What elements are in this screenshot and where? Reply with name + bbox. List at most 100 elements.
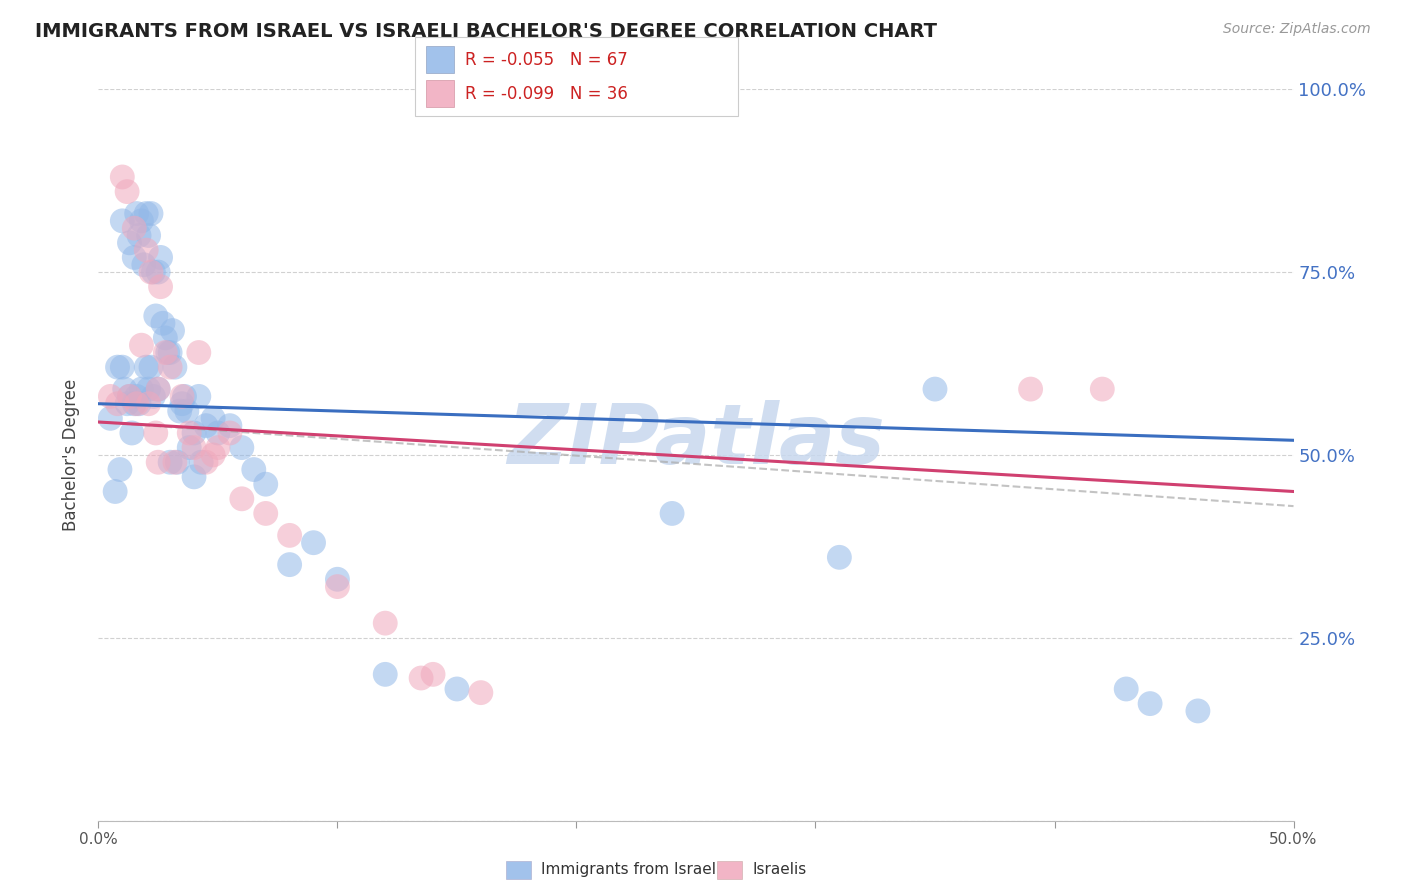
Point [148, 265, 170, 279]
Point [207, 441, 229, 455]
Point [828, 550, 851, 565]
Point [108, 462, 131, 476]
Point [124, 397, 146, 411]
Point [187, 389, 209, 403]
Point [202, 411, 225, 425]
Point [173, 389, 195, 403]
Point [138, 382, 160, 396]
Point [254, 507, 277, 521]
Point [124, 251, 146, 265]
Point [172, 397, 194, 411]
Point [1139, 697, 1161, 711]
Point [1187, 704, 1209, 718]
Point [924, 382, 946, 396]
Point [278, 528, 301, 542]
Text: Source: ZipAtlas.com: Source: ZipAtlas.com [1223, 22, 1371, 37]
Point [159, 360, 181, 375]
Point [326, 580, 349, 594]
Point [121, 425, 143, 440]
Point [219, 425, 242, 440]
Point [131, 338, 153, 352]
Point [243, 462, 266, 476]
Point [159, 455, 181, 469]
Point [194, 455, 218, 469]
Point [125, 206, 148, 220]
Point [219, 418, 242, 433]
Point [148, 455, 170, 469]
Point [179, 425, 201, 440]
Point [162, 324, 184, 338]
Point [139, 206, 162, 220]
Point [179, 441, 201, 455]
Point [202, 448, 225, 462]
Point [374, 667, 396, 681]
Point [139, 265, 162, 279]
Point [148, 382, 170, 396]
Point [111, 169, 134, 184]
Point [169, 404, 191, 418]
Point [145, 425, 167, 440]
Point [163, 455, 186, 469]
Point [155, 331, 177, 345]
Point [135, 243, 157, 257]
Point [194, 418, 218, 433]
Point [231, 441, 253, 455]
Point [107, 397, 129, 411]
Point [104, 484, 127, 499]
Point [207, 425, 229, 440]
Point [254, 477, 277, 491]
Point [149, 279, 172, 293]
Point [138, 228, 160, 243]
Point [183, 425, 205, 440]
Point [302, 535, 325, 549]
Point [172, 389, 194, 403]
Point [155, 345, 177, 359]
Point [115, 397, 138, 411]
Point [142, 389, 165, 403]
Point [125, 389, 148, 403]
Point [135, 360, 157, 375]
Text: ZIPatlas: ZIPatlas [508, 400, 884, 481]
Point [98, 389, 122, 403]
Point [1019, 382, 1042, 396]
Point [149, 251, 172, 265]
Point [132, 258, 155, 272]
Point [183, 441, 205, 455]
Point [118, 389, 141, 403]
Point [446, 681, 468, 696]
Y-axis label: Bachelor's Degree: Bachelor's Degree [62, 379, 80, 531]
Point [156, 345, 179, 359]
Point [128, 397, 150, 411]
Point [145, 309, 167, 323]
Point [152, 316, 174, 330]
Point [1091, 382, 1114, 396]
Text: R = -0.099   N = 36: R = -0.099 N = 36 [465, 85, 628, 103]
Point [148, 382, 170, 396]
Point [139, 360, 162, 375]
Point [1115, 681, 1137, 696]
Point [98, 411, 122, 425]
Point [115, 185, 138, 199]
Point [118, 235, 141, 250]
Point [114, 382, 136, 396]
Point [374, 616, 396, 631]
Point [411, 671, 433, 685]
Point [231, 491, 253, 506]
Point [128, 228, 150, 243]
Point [159, 345, 181, 359]
Point [142, 265, 165, 279]
Point [111, 360, 134, 375]
Point [125, 397, 148, 411]
Point [470, 686, 492, 700]
Point [422, 667, 444, 681]
Point [111, 214, 134, 228]
Point [326, 572, 349, 586]
Point [176, 404, 198, 418]
Point [131, 382, 153, 396]
Point [190, 455, 212, 469]
Text: Immigrants from Israel: Immigrants from Israel [541, 863, 716, 877]
Point [278, 558, 301, 572]
Point [661, 507, 683, 521]
Text: R = -0.055   N = 67: R = -0.055 N = 67 [465, 51, 628, 69]
Point [163, 360, 186, 375]
